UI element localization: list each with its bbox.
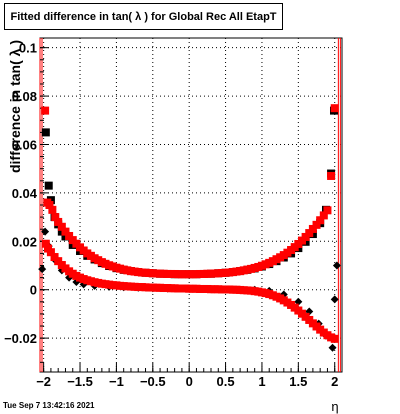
x-tick-label: −2 xyxy=(36,374,51,389)
data-point-square xyxy=(51,213,60,222)
data-point-diamond xyxy=(41,227,50,236)
x-tick-label: 2 xyxy=(331,374,338,389)
x-tick-label: −1 xyxy=(109,374,124,389)
data-point-square xyxy=(327,171,336,180)
data-point-square xyxy=(41,239,50,248)
data-point-square xyxy=(41,128,50,137)
y-tick-label: 0.04 xyxy=(12,186,38,201)
data-point-square xyxy=(319,211,328,220)
data-point-diamond xyxy=(328,343,337,352)
grid xyxy=(40,38,342,372)
y-axis-label: difference in tan( λ ) xyxy=(7,40,23,173)
data-point-square xyxy=(44,181,53,190)
timestamp: Tue Sep 7 13:42:16 2021 xyxy=(3,401,95,410)
x-tick-label: −0.5 xyxy=(140,374,166,389)
data-point-diamond xyxy=(330,295,339,304)
red-boundary-lines xyxy=(39,38,341,372)
data-point-square xyxy=(316,216,325,225)
x-tick-label: 1.5 xyxy=(289,374,307,389)
ticks xyxy=(40,47,336,372)
data-point-square xyxy=(45,201,54,209)
data-point-square xyxy=(305,229,314,238)
y-tick-label: 0.08 xyxy=(12,89,37,104)
data-point-square xyxy=(330,334,339,343)
y-tick-label: 0.1 xyxy=(19,41,37,56)
data-point-diamond xyxy=(38,265,47,274)
chart-title: Fitted difference in tan( λ ) for Global… xyxy=(4,3,283,30)
y-tick-label: −0.02 xyxy=(4,331,37,346)
x-tick-label: 0.5 xyxy=(217,374,235,389)
data-point-diamond xyxy=(332,261,341,270)
x-axis-label: η xyxy=(331,399,338,414)
data-point-square xyxy=(41,106,50,115)
x-tick-label: −1.5 xyxy=(67,374,93,389)
x-tick-label: 1 xyxy=(258,374,265,389)
x-tick-label: 0 xyxy=(186,374,193,389)
data-point-square xyxy=(308,224,317,233)
data-point-square xyxy=(46,248,55,257)
plot-frame xyxy=(39,37,343,373)
data-point-square xyxy=(61,227,70,236)
data-markers xyxy=(38,104,341,352)
y-tick-label: 0 xyxy=(30,283,37,298)
data-point-square xyxy=(57,222,66,231)
data-point-square xyxy=(54,217,63,226)
plot-border xyxy=(39,37,343,373)
data-point-square xyxy=(65,231,74,240)
data-point-square xyxy=(323,206,332,215)
y-tick-label: 0.02 xyxy=(12,234,37,249)
y-tick-label: 0.06 xyxy=(12,137,37,152)
data-point-square xyxy=(330,104,339,113)
data-point-square xyxy=(312,220,321,229)
data-point-square xyxy=(48,205,57,214)
axis-labels: −2 −1.5 −1 −0.5 0 0.5 1 1.5 2 −0.02 0 0.02 0.04 0.06 0… xyxy=(4,40,339,414)
data-point-square xyxy=(50,253,59,262)
